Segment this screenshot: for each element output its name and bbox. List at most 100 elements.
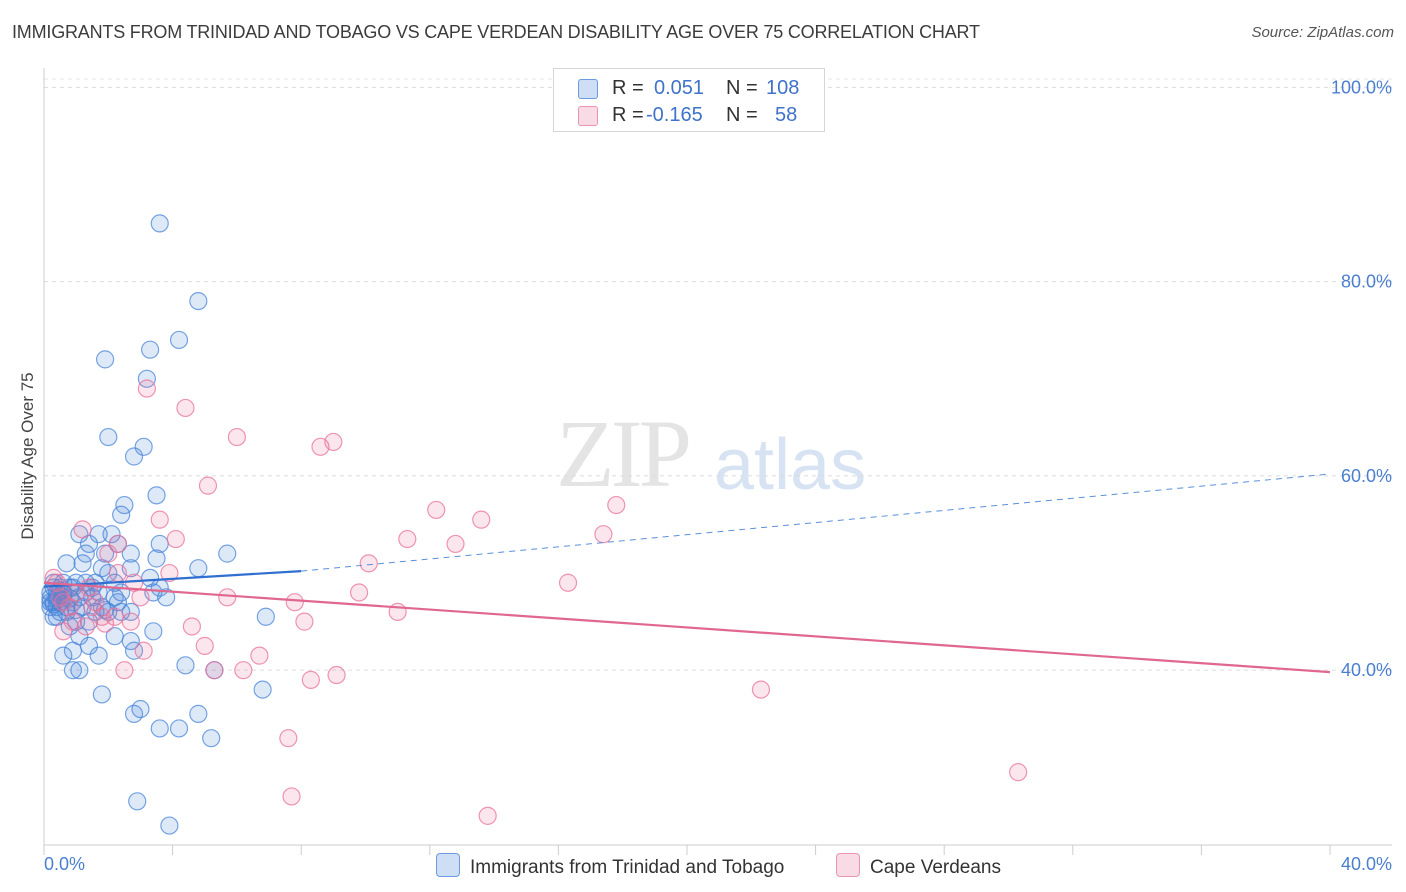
capeverde-point	[446, 534, 465, 554]
trinidad-point	[89, 646, 108, 665]
trinidad-point	[124, 447, 144, 466]
capeverde-point	[607, 495, 626, 515]
stats-n-label: N =	[726, 77, 758, 99]
trinidad-point	[54, 646, 73, 665]
trinidad-point	[147, 549, 166, 568]
capeverde-point	[50, 588, 70, 607]
stats-box: R = 0.051 N = 108 R = -0.165 N = 58	[553, 68, 825, 132]
trinidad-point	[70, 661, 89, 680]
capeverde-point	[478, 806, 497, 825]
trinidad-point	[115, 495, 134, 515]
capeverde-point	[398, 529, 417, 549]
capeverde-point	[359, 554, 378, 573]
trinidad-trend-extension	[301, 473, 1331, 572]
capeverde-point	[121, 612, 140, 631]
capeverde-point	[76, 617, 95, 636]
capeverde-point	[86, 593, 105, 612]
capeverde-point	[131, 588, 150, 607]
trinidad-point	[150, 214, 169, 233]
trinidad-point	[95, 350, 115, 369]
trinidad-point	[189, 292, 208, 311]
capeverde-point	[349, 583, 369, 602]
stats-n-value: 108	[766, 77, 800, 99]
capeverde-point	[301, 670, 320, 689]
trinidad-point	[157, 588, 176, 607]
trinidad-point	[134, 437, 153, 456]
capeverde-point	[95, 614, 115, 633]
trinidad-point	[218, 544, 237, 563]
trinidad-point	[137, 369, 156, 388]
x-tick-label-max: 40.0%	[1341, 854, 1392, 874]
capeverde-point	[218, 588, 237, 607]
trinidad-point	[144, 622, 163, 641]
trinidad-point	[102, 525, 121, 544]
x-tick-label-min: 0.0%	[44, 854, 85, 874]
trinidad-point	[169, 330, 189, 350]
y-tick-label: 80.0%	[1341, 272, 1392, 292]
watermark-zip: ZIP	[556, 400, 692, 507]
trinidad-point	[112, 505, 131, 524]
trinidad-point	[124, 641, 144, 660]
capeverde-point	[108, 534, 128, 554]
capeverde-point	[324, 432, 343, 452]
trinidad-point	[99, 563, 118, 583]
stats-r-value: -0.165	[646, 104, 703, 126]
legend: Immigrants from Trinidad and Tobago Cape…	[0, 850, 1406, 880]
capeverde-point	[166, 529, 185, 549]
capeverde-point	[134, 641, 153, 660]
trinidad-point	[150, 719, 169, 738]
legend-label-trinidad: Immigrants from Trinidad and Tobago	[470, 857, 785, 878]
capeverde-point	[60, 597, 79, 617]
source-credit: Source: ZipAtlas.com	[1251, 24, 1394, 41]
trinidad-point	[189, 704, 208, 723]
trinidad-point	[105, 588, 124, 607]
legend-label-capeverde: Cape Verdeans	[870, 857, 1001, 878]
trinidad-point	[169, 719, 189, 738]
legend-swatch-trinidad	[436, 853, 460, 877]
trinidad-point	[121, 631, 140, 651]
trinidad-point	[73, 554, 92, 573]
capeverde-point	[150, 510, 169, 529]
trinidad-point	[147, 486, 166, 505]
capeverde-trend-line	[43, 581, 1331, 674]
capeverde-point	[751, 680, 771, 699]
capeverde-point	[285, 593, 304, 612]
capeverde-point	[83, 597, 102, 617]
capeverde-point	[1009, 763, 1028, 782]
trinidad-point	[124, 704, 144, 723]
legend-item-trinidad[interactable]: Immigrants from Trinidad and Tobago	[436, 853, 784, 879]
trinidad-point	[70, 525, 89, 544]
trinidad-point	[121, 544, 140, 563]
capeverde-point	[558, 573, 578, 592]
capeverde-point	[160, 563, 179, 583]
capeverde-point	[115, 661, 134, 680]
stats-row-trinidad: R = 0.051 N = 108	[554, 73, 824, 101]
y-tick-label: 60.0%	[1341, 466, 1392, 486]
capeverde-point	[472, 510, 491, 529]
stats-swatch-trinidad	[578, 79, 598, 99]
capeverde-point	[227, 427, 246, 447]
capeverde-point	[279, 729, 298, 748]
trinidad-point	[57, 554, 76, 573]
chart-title: IMMIGRANTS FROM TRINIDAD AND TOBAGO VS C…	[12, 22, 980, 42]
capeverde-point	[182, 617, 201, 636]
trinidad-point	[256, 607, 275, 626]
watermark-atlas: atlas	[714, 425, 867, 505]
capeverde-point	[176, 398, 195, 418]
y-tick-label: 100.0%	[1331, 77, 1392, 97]
trinidad-point	[128, 792, 147, 811]
capeverde-point	[137, 379, 156, 398]
trinidad-point	[140, 340, 160, 359]
capeverde-point	[282, 787, 301, 806]
legend-item-capeverde[interactable]: Cape Verdeans	[836, 853, 1001, 879]
stats-n-label: N =	[726, 104, 758, 126]
trinidad-point	[160, 816, 179, 835]
trinidad-point	[63, 661, 83, 680]
capeverde-point	[295, 612, 314, 631]
stats-n-value: 58	[775, 104, 798, 126]
stats-swatch-capeverde	[578, 106, 598, 126]
y-axis-label: Disability Age Over 75	[18, 372, 37, 540]
capeverde-point	[594, 525, 613, 544]
capeverde-point	[99, 544, 118, 563]
